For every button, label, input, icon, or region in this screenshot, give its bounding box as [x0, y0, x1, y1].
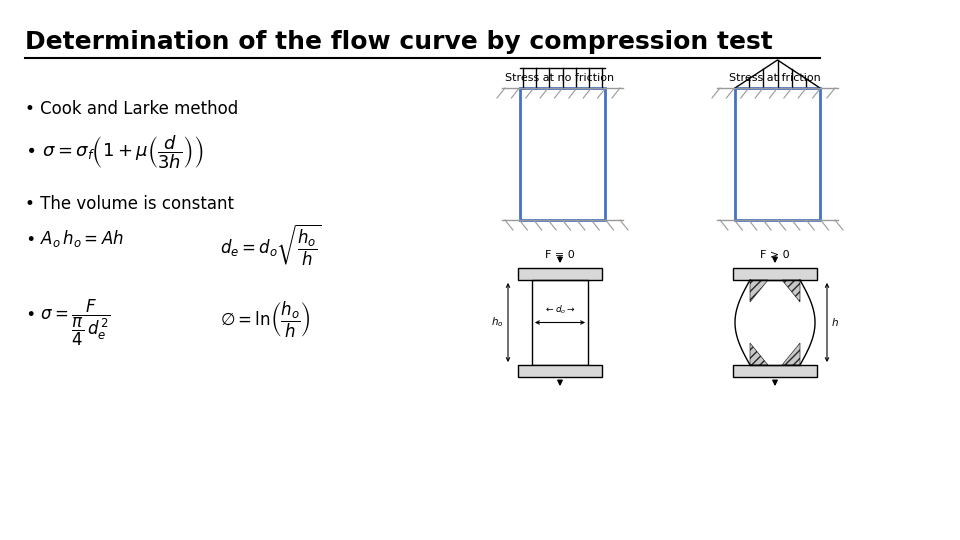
Text: $h_o$: $h_o$ [492, 315, 504, 329]
Polygon shape [750, 280, 768, 302]
Text: • The volume is constant: • The volume is constant [25, 195, 234, 213]
Text: Stress at friction: Stress at friction [730, 73, 821, 83]
Polygon shape [733, 365, 817, 377]
Polygon shape [750, 343, 768, 365]
Text: $\leftarrow d_o \rightarrow$: $\leftarrow d_o \rightarrow$ [544, 304, 576, 316]
Polygon shape [782, 280, 800, 302]
Text: Stress at no friction: Stress at no friction [505, 73, 614, 83]
Text: $\bullet\ A_o\,h_o = Ah$: $\bullet\ A_o\,h_o = Ah$ [25, 228, 124, 249]
Text: • Cook and Larke method: • Cook and Larke method [25, 100, 238, 118]
Text: $h$: $h$ [831, 316, 839, 328]
Text: $\bullet\ \sigma = \sigma_f\left(1 + \mu\left(\dfrac{d}{3h}\right)\right)$: $\bullet\ \sigma = \sigma_f\left(1 + \mu… [25, 133, 204, 171]
Text: F > 0: F > 0 [760, 250, 790, 260]
Text: $\bullet\ \sigma = \dfrac{F}{\dfrac{\pi}{4}\,d_e^{\,2}}$: $\bullet\ \sigma = \dfrac{F}{\dfrac{\pi}… [25, 298, 110, 348]
Polygon shape [733, 268, 817, 280]
Text: $\emptyset = \ln\!\left(\dfrac{h_o}{h}\right)$: $\emptyset = \ln\!\left(\dfrac{h_o}{h}\r… [220, 300, 311, 340]
Text: F = 0: F = 0 [545, 250, 575, 260]
Polygon shape [782, 343, 800, 365]
Polygon shape [518, 268, 602, 280]
Text: Determination of the flow curve by compression test: Determination of the flow curve by compr… [25, 30, 773, 54]
Polygon shape [518, 365, 602, 377]
Text: $d_e = d_o\sqrt{\dfrac{h_o}{h}}$: $d_e = d_o\sqrt{\dfrac{h_o}{h}}$ [220, 222, 322, 267]
